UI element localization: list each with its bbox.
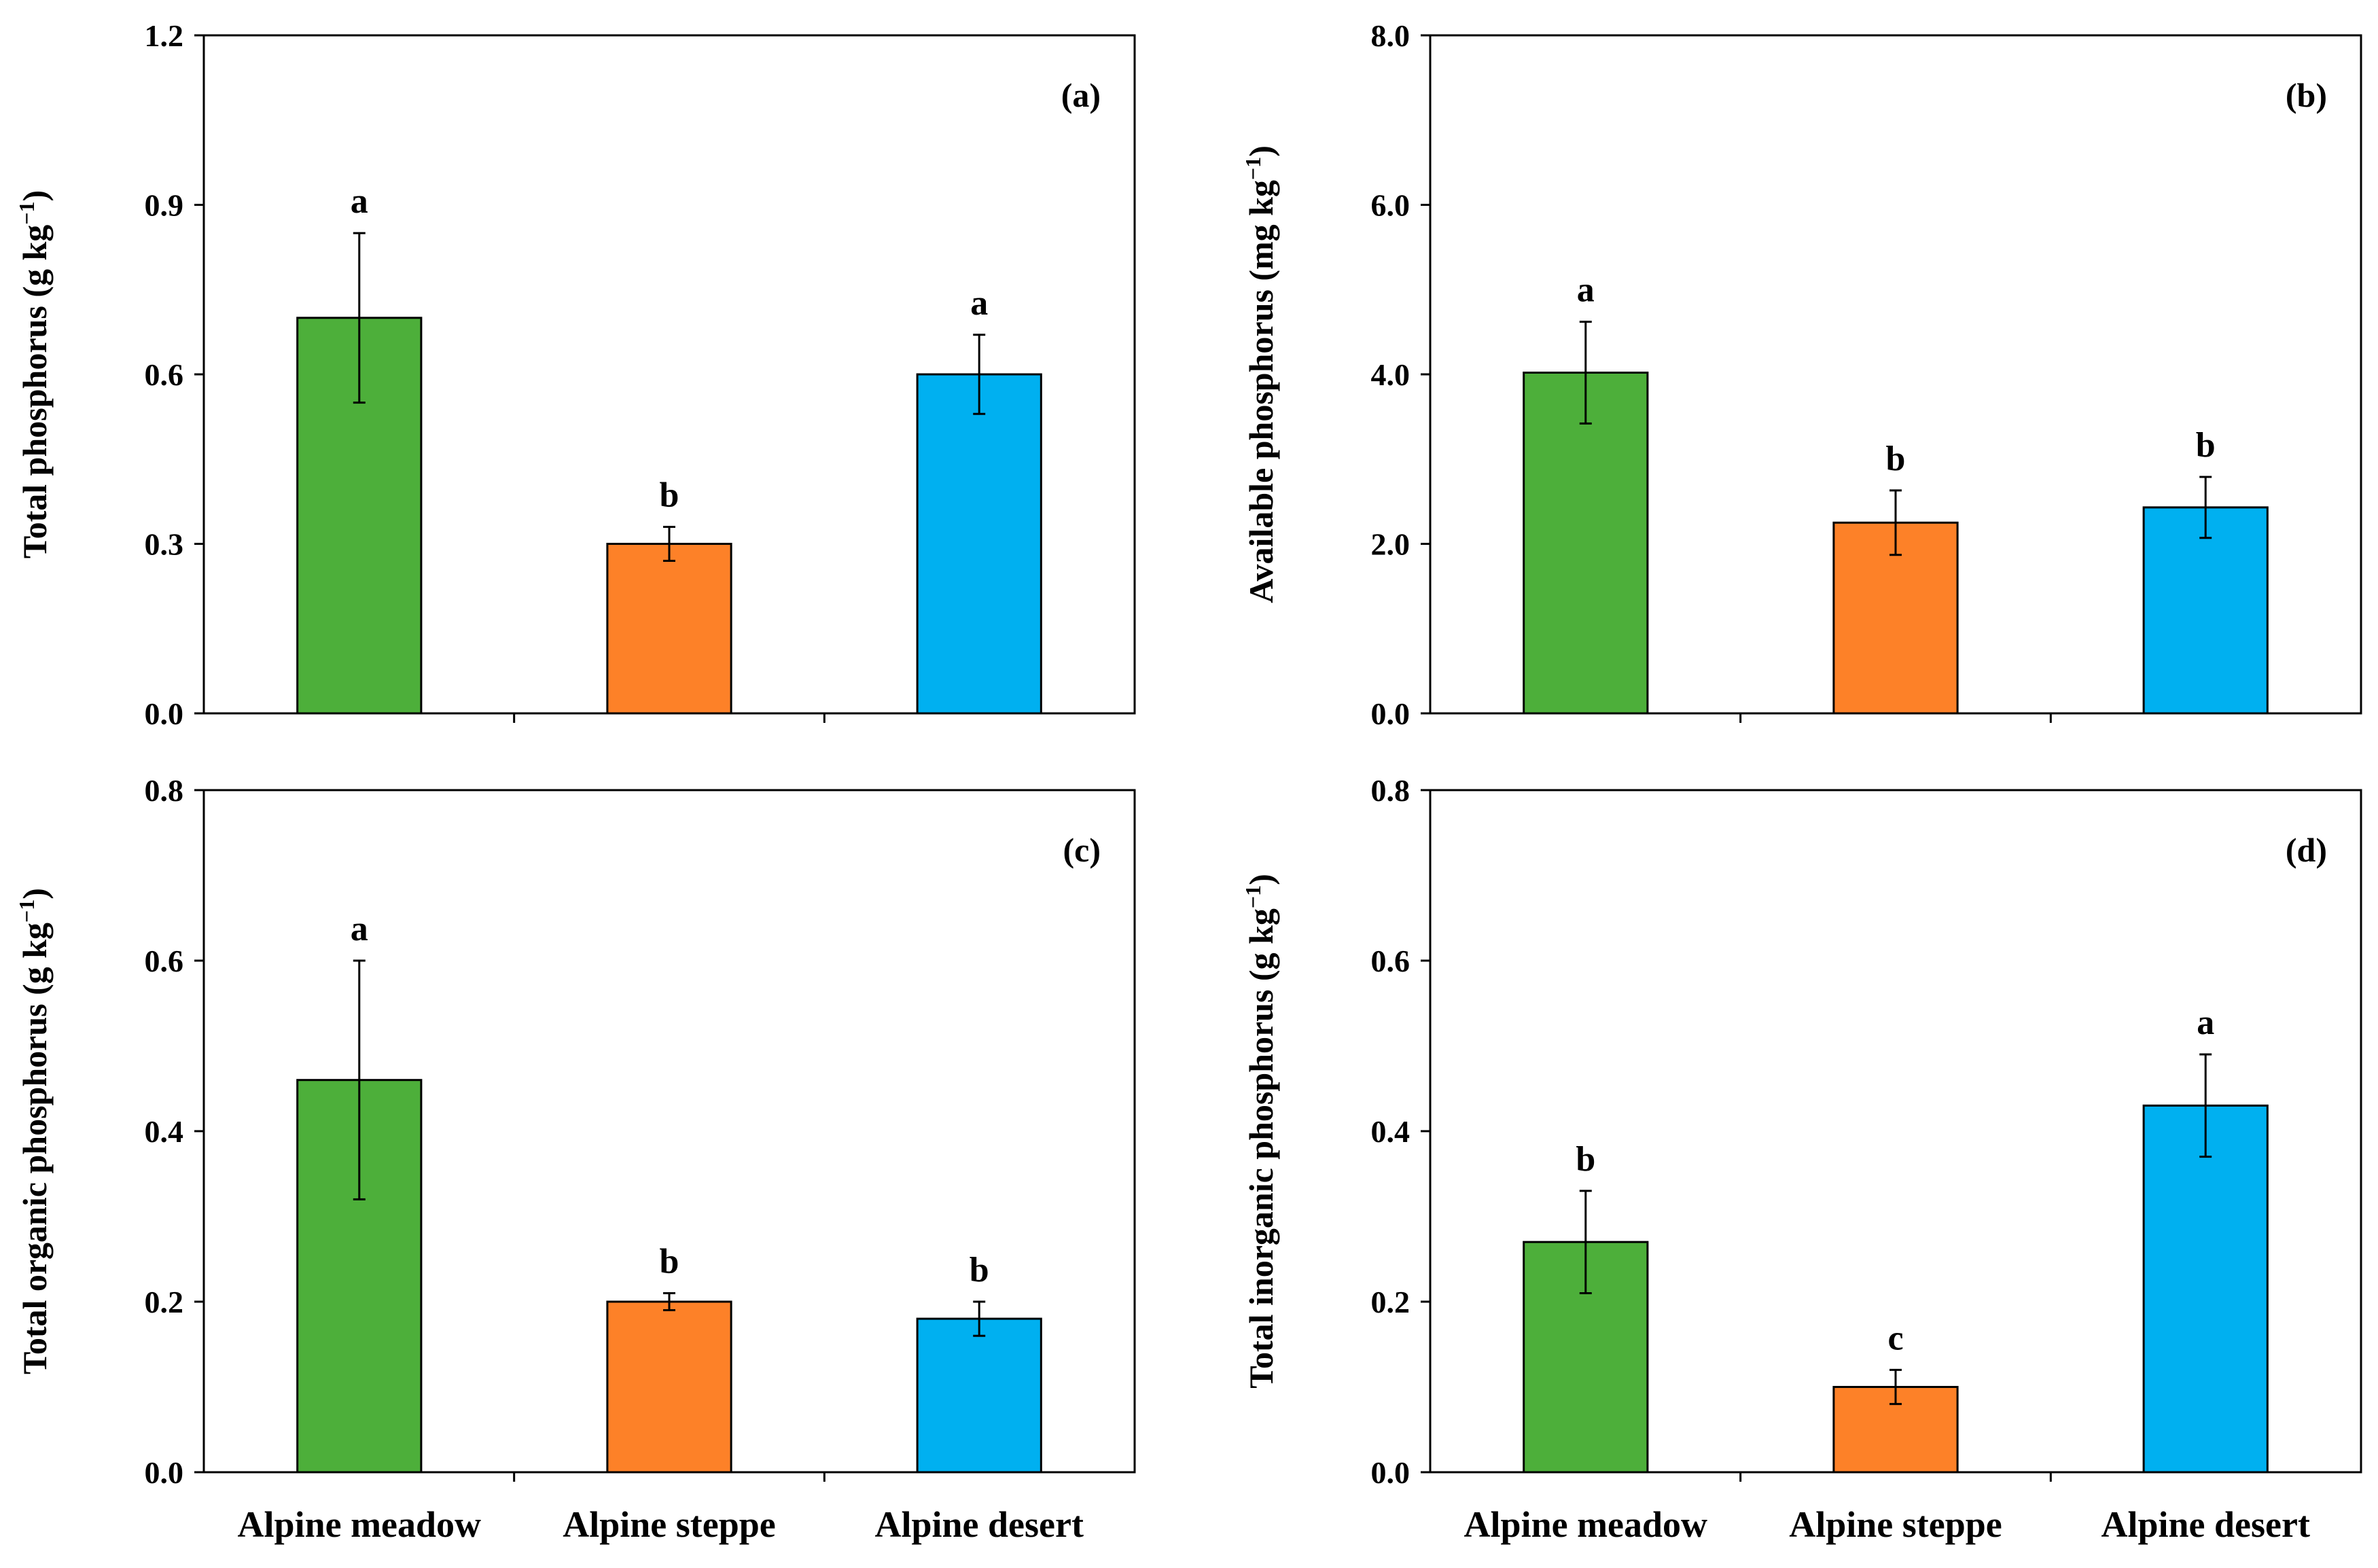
bar-alpine-desert	[2142, 506, 2269, 715]
x-category-label-alpine-steppe: Alpine steppe	[1789, 1504, 2002, 1545]
y-tick-label: 0.2	[145, 1285, 184, 1319]
y-tick-label: 0.2	[1371, 1285, 1410, 1319]
y-tick-label: 8.0	[1371, 18, 1410, 53]
significance-letter-alpine-meadow: a	[351, 182, 368, 221]
significance-letter-alpine-meadow: a	[351, 910, 368, 948]
significance-letter-alpine-steppe: c	[1887, 1319, 1903, 1357]
y-tick-label: 2.0	[1371, 527, 1410, 562]
y-tick-label: 0.0	[145, 1455, 184, 1490]
panel-d: 0.0 0.2 0.4 0.6 0.8 Total inorganic phosphoru…	[1241, 773, 2362, 1545]
bar-alpine-steppe	[606, 543, 732, 715]
panel-b: 0.0 2.0 4.0 6.0 8.0 Available phosphorus (mg …	[1241, 18, 2362, 731]
y-tick-label: 0.9	[145, 188, 184, 223]
y-tick-label: 6.0	[1371, 188, 1410, 223]
x-category-label-alpine-desert: Alpine desert	[874, 1504, 1083, 1545]
y-tick-label: 0.0	[1371, 696, 1410, 731]
significance-letter-alpine-desert: a	[2197, 1003, 2214, 1042]
significance-letter-alpine-desert: b	[970, 1251, 989, 1289]
y-tick-label: 0.6	[145, 944, 184, 978]
panel-a: 0.0 0.3 0.6 0.9 1.2 Total phosphorus (g kg−1)…	[14, 18, 1136, 731]
y-tick-label: 4.0	[1371, 357, 1410, 392]
y-tick-label: 0.4	[145, 1114, 184, 1149]
y-tick-label: 0.4	[1371, 1114, 1410, 1149]
panel-label: (b)	[2286, 76, 2327, 114]
significance-letter-alpine-steppe: b	[1886, 440, 1906, 478]
bar-alpine-steppe	[606, 1300, 732, 1474]
significance-letter-alpine-steppe: b	[660, 476, 679, 515]
x-category-label-alpine-steppe: Alpine steppe	[563, 1504, 776, 1545]
bar-alpine-meadow	[1523, 372, 1649, 715]
panel-label: (c)	[1063, 831, 1101, 869]
significance-letter-alpine-steppe: b	[660, 1242, 679, 1281]
significance-letter-alpine-meadow: a	[1577, 271, 1595, 310]
y-tick-label: 0.3	[145, 527, 184, 562]
y-tick-label: 0.0	[1371, 1455, 1410, 1490]
bar-alpine-desert	[2142, 1104, 2269, 1474]
bar-alpine-steppe	[1832, 521, 1959, 715]
y-tick-label: 0.8	[145, 773, 184, 808]
y-axis-title: Total phosphorus (g kg−1)	[14, 190, 54, 558]
y-axis-title: Available phosphorus (mg kg−1)	[1241, 145, 1280, 603]
significance-letter-alpine-desert: b	[2196, 426, 2216, 465]
y-tick-label: 1.2	[145, 18, 184, 53]
x-category-label-alpine-meadow: Alpine meadow	[1464, 1504, 1708, 1545]
x-category-label-alpine-meadow: Alpine meadow	[238, 1504, 482, 1545]
panel-label: (a)	[1061, 76, 1101, 114]
y-tick-label: 0.6	[145, 357, 184, 392]
bar-alpine-desert	[916, 1317, 1042, 1474]
significance-letter-alpine-desert: a	[970, 284, 988, 323]
y-axis-title: Total organic phosphorus (g kg−1)	[14, 888, 54, 1374]
significance-letter-alpine-meadow: b	[1576, 1140, 1595, 1179]
y-tick-label: 0.8	[1371, 773, 1410, 808]
y-tick-label: 0.0	[145, 696, 184, 731]
panel-c: 0.0 0.2 0.4 0.6 0.8 Total organic phosphorus …	[14, 773, 1136, 1545]
y-axis-title: Total inorganic phosphorus (g kg−1)	[1241, 874, 1280, 1389]
y-tick-label: 0.6	[1371, 944, 1410, 978]
bar-alpine-desert	[916, 373, 1042, 715]
panel-label: (d)	[2286, 831, 2327, 869]
x-category-label-alpine-desert: Alpine desert	[2101, 1504, 2309, 1545]
